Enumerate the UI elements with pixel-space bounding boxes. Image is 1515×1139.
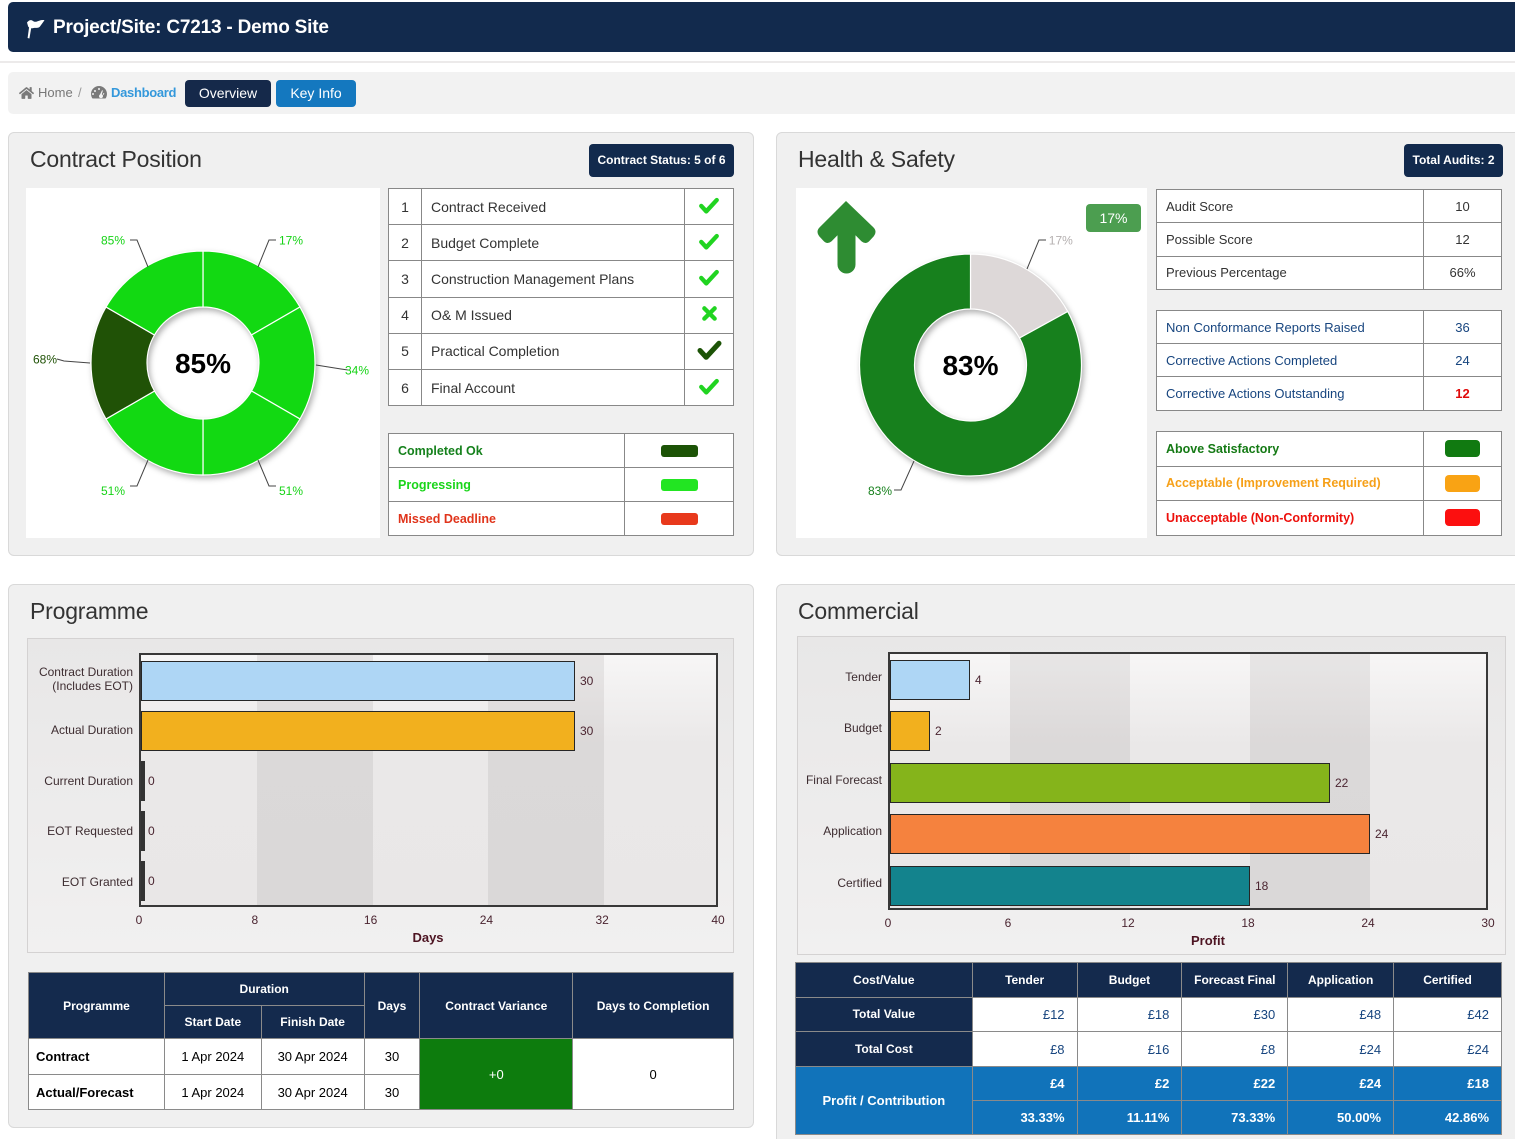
svg-text:85%: 85% bbox=[101, 234, 125, 248]
svg-text:83%: 83% bbox=[868, 484, 892, 498]
svg-text:17%: 17% bbox=[279, 234, 303, 248]
svg-text:51%: 51% bbox=[279, 484, 303, 498]
svg-text:51%: 51% bbox=[101, 484, 125, 498]
svg-text:17%: 17% bbox=[1049, 234, 1073, 248]
svg-text:68%: 68% bbox=[33, 353, 57, 367]
svg-text:85%: 85% bbox=[175, 348, 231, 379]
svg-text:83%: 83% bbox=[942, 350, 998, 381]
svg-text:34%: 34% bbox=[345, 364, 369, 378]
